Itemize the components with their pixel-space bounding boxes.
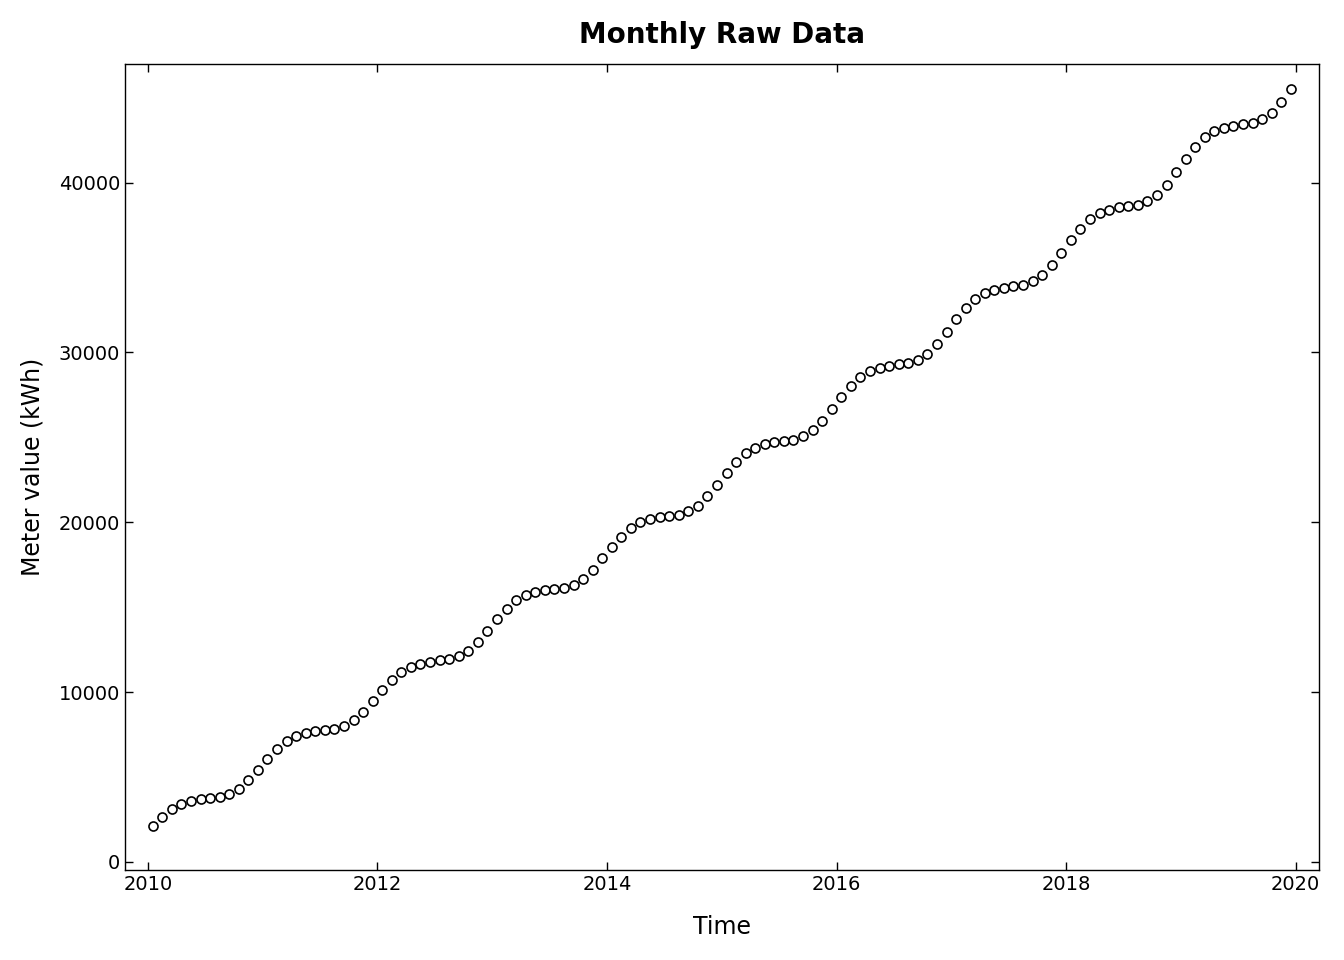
- Title: Monthly Raw Data: Monthly Raw Data: [579, 21, 864, 49]
- X-axis label: Time: Time: [692, 915, 751, 939]
- Y-axis label: Meter value (kWh): Meter value (kWh): [22, 358, 44, 576]
